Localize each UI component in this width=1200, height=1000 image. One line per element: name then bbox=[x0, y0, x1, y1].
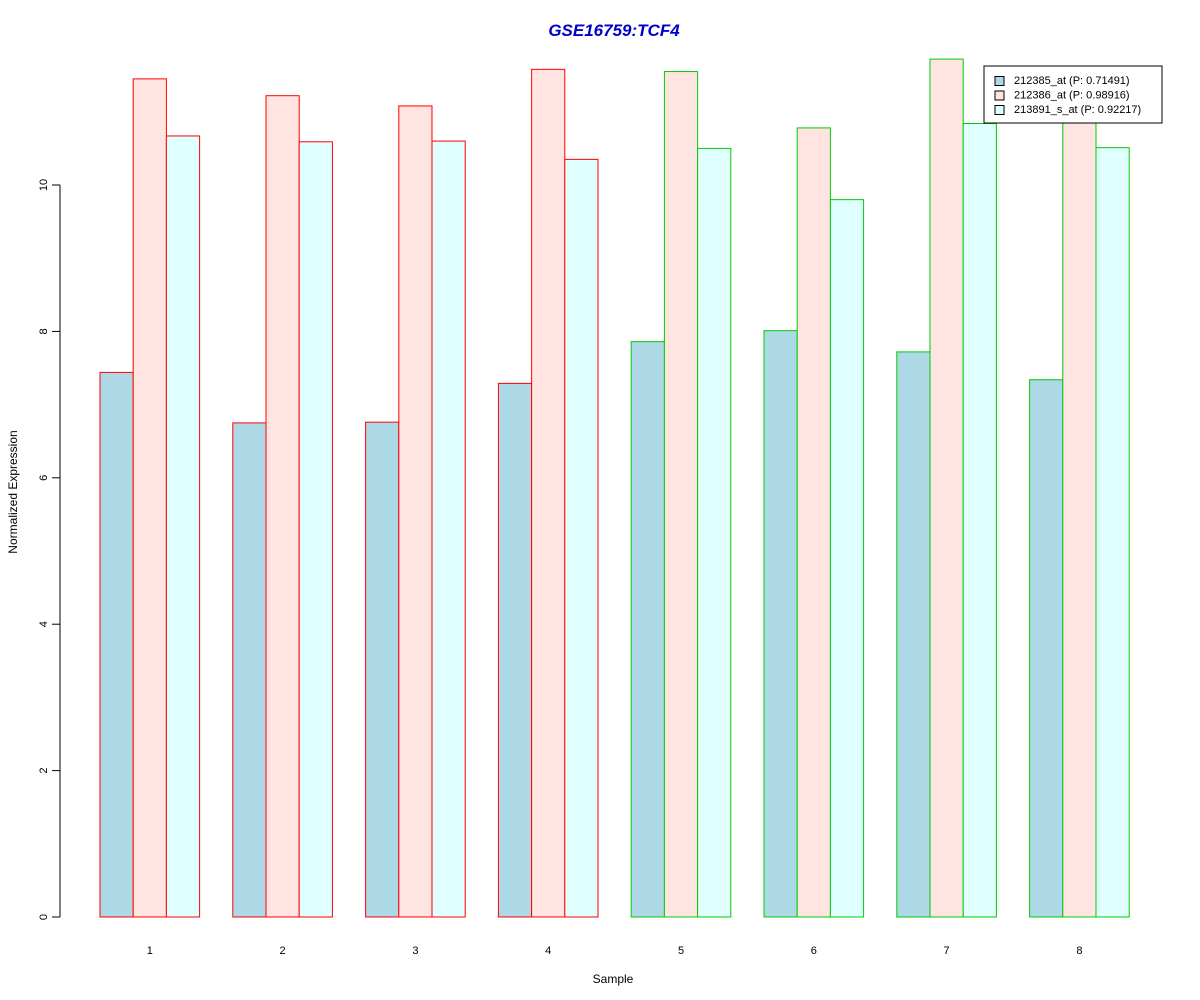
bar-sample-5-series-3 bbox=[697, 147, 732, 918]
bar-sample-6-series-3 bbox=[829, 199, 865, 918]
x-tick-label: 3 bbox=[412, 945, 418, 957]
bars-group bbox=[99, 58, 1130, 918]
x-tick-label: 6 bbox=[811, 945, 817, 957]
x-tick-label: 5 bbox=[678, 945, 684, 957]
y-axis-label: Normalized Expression bbox=[6, 430, 20, 553]
x-tick-label: 2 bbox=[280, 945, 286, 957]
x-tick-label: 4 bbox=[545, 945, 551, 957]
bar-sample-4-series-2 bbox=[531, 68, 566, 918]
legend-swatch bbox=[994, 76, 1005, 86]
x-axis-label: Sample bbox=[593, 972, 634, 986]
legend-entry: 212385_at (P: 0.71491) bbox=[1014, 75, 1130, 87]
bar-sample-4-series-1 bbox=[497, 382, 533, 918]
bar-sample-4-series-3 bbox=[564, 158, 599, 918]
bar-sample-2-series-1 bbox=[232, 422, 267, 918]
y-tick-label: 4 bbox=[38, 621, 50, 627]
y-tick-label: 0 bbox=[38, 914, 50, 920]
x-tick-label: 1 bbox=[147, 945, 153, 957]
bar-sample-8-series-2 bbox=[1062, 109, 1097, 918]
legend-entry: 213891_s_at (P: 0.92217) bbox=[1014, 104, 1141, 116]
chart-title: GSE16759:TCF4 bbox=[548, 21, 680, 40]
bar-sample-8-series-1 bbox=[1029, 379, 1064, 918]
x-tick-labels: 1 2 3 4 5 6 7 8 bbox=[147, 945, 1083, 957]
bar-sample-6-series-2 bbox=[796, 127, 831, 918]
bar-sample-3-series-3 bbox=[431, 140, 466, 918]
bar-sample-7-series-1 bbox=[896, 351, 931, 918]
bar-sample-2-series-2 bbox=[265, 95, 300, 918]
bar-sample-5-series-2 bbox=[663, 71, 699, 918]
bar-sample-2-series-3 bbox=[298, 141, 333, 918]
bar-sample-3-series-2 bbox=[398, 105, 433, 918]
bar-sample-1-series-1 bbox=[99, 371, 134, 918]
y-axis: 0 2 4 6 8 10 bbox=[38, 179, 61, 920]
legend-swatch bbox=[994, 90, 1005, 101]
y-tick-label: 6 bbox=[38, 475, 50, 481]
legend-entry: 212386_at (P: 0.98916) bbox=[1014, 89, 1130, 101]
y-tick-label: 8 bbox=[38, 328, 50, 334]
legend-swatch bbox=[994, 105, 1005, 115]
legend-box bbox=[983, 65, 1163, 124]
bar-sample-1-series-2 bbox=[132, 78, 167, 918]
legend: 212385_at (P: 0.71491) 212386_at (P: 0.98… bbox=[983, 65, 1163, 124]
bar-sample-6-series-1 bbox=[763, 330, 798, 918]
y-tick-label: 10 bbox=[38, 179, 50, 191]
y-tick-label: 2 bbox=[38, 768, 50, 774]
x-tick-label: 8 bbox=[1076, 945, 1082, 957]
bar-sample-7-series-2 bbox=[929, 58, 964, 918]
bar-sample-1-series-3 bbox=[165, 135, 201, 918]
bar-sample-3-series-1 bbox=[365, 421, 400, 918]
x-tick-label: 7 bbox=[944, 945, 950, 957]
bar-sample-7-series-3 bbox=[962, 123, 997, 918]
bar-sample-5-series-1 bbox=[630, 341, 665, 918]
bar-sample-8-series-3 bbox=[1095, 147, 1130, 918]
